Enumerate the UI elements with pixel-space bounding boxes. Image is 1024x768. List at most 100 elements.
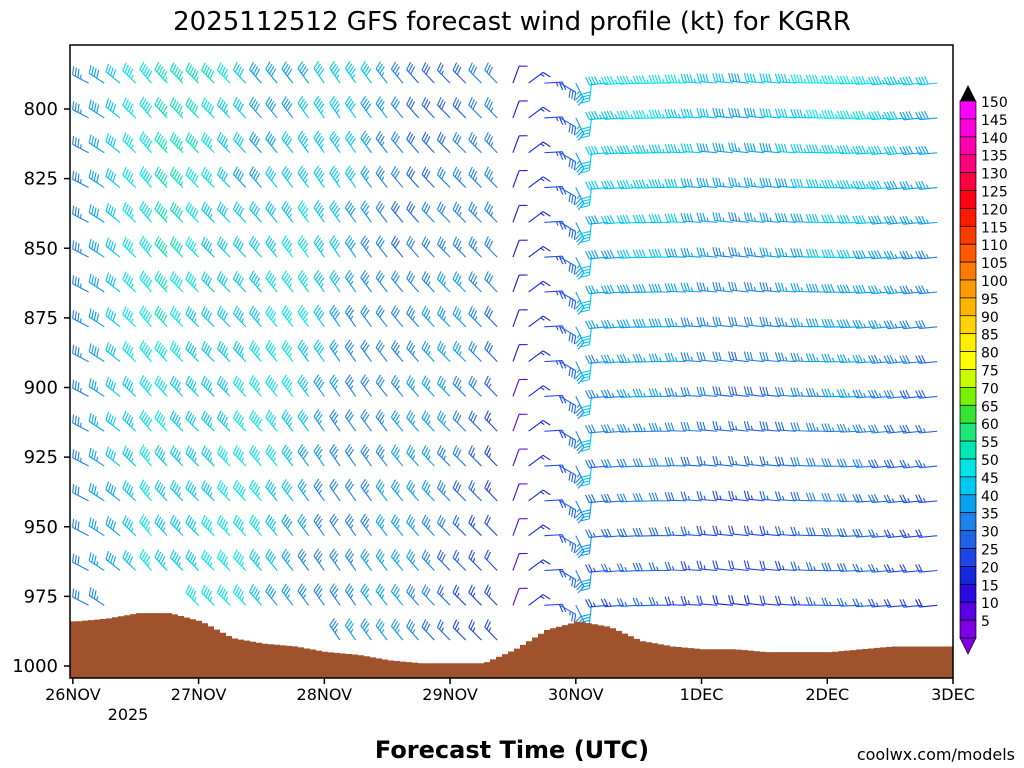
wind-barb: [759, 595, 781, 606]
wind-barb: [344, 583, 357, 606]
wind-barb: [452, 236, 467, 258]
wind-barb: [313, 339, 325, 362]
wind-barb: [915, 145, 938, 156]
colorbar-label: 35: [981, 507, 999, 523]
wind-barb: [774, 560, 796, 572]
colorbar-swatch: [959, 243, 977, 263]
wind-barb: [216, 410, 231, 432]
wind-barb: [468, 410, 482, 432]
wind-barb: [232, 444, 247, 467]
wind-barb: [759, 247, 781, 258]
colorbar-swatch: [959, 297, 977, 317]
wind-barb: [281, 235, 294, 258]
wind-barb: [528, 489, 551, 502]
wind-barb: [297, 374, 310, 397]
wind-barb: [632, 75, 655, 85]
wind-barb: [790, 387, 812, 397]
wind-barb: [915, 285, 938, 295]
wind-barb: [185, 201, 199, 223]
wind-barb: [360, 200, 372, 223]
wind-barb: [139, 340, 153, 362]
wind-barb: [421, 62, 435, 84]
wind-barb: [468, 445, 482, 467]
y-tick-label: 925: [24, 447, 58, 468]
wind-barb: [728, 525, 749, 537]
wind-barb: [743, 246, 765, 258]
wind-barb: [72, 275, 89, 293]
wind-barb: [436, 97, 451, 119]
wind-barb: [201, 480, 215, 502]
wind-barb: [375, 548, 388, 571]
wind-barb: [648, 388, 671, 397]
wind-barb: [664, 283, 686, 293]
wind-barb: [297, 95, 310, 119]
wind-barb: [790, 596, 812, 606]
wind-barb: [648, 283, 671, 293]
wind-barb: [544, 534, 567, 543]
wind-barb: [836, 354, 859, 364]
wind-barb: [406, 340, 420, 362]
colorbar-bottom-arrow: [959, 637, 977, 655]
colorbar-swatch: [959, 601, 977, 621]
wind-barb: [452, 584, 467, 606]
wind-barb: [232, 584, 247, 606]
wind-barb: [528, 559, 551, 571]
wind-barb: [436, 514, 451, 537]
wind-barb: [759, 73, 781, 84]
wind-barb: [468, 375, 482, 397]
wind-barb: [574, 152, 585, 176]
wind-barb: [712, 247, 734, 258]
colorbar-label: 105: [981, 256, 1008, 272]
wind-barb: [72, 309, 89, 328]
wind-barb: [790, 352, 812, 363]
wind-barb: [436, 375, 451, 397]
wind-barb: [375, 200, 388, 223]
wind-barb: [468, 480, 482, 502]
wind-barb: [297, 235, 310, 258]
wind-barb: [484, 97, 498, 119]
wind-barb: [436, 62, 451, 84]
wind-barb: [88, 273, 105, 293]
wind-barb: [436, 340, 451, 362]
wind-barb: [696, 386, 718, 397]
wind-barb: [774, 456, 796, 467]
x-axis: 26NOV 27NOV 28NOV 29NOV 30NOV 1DEC 2DEC 3DEC: [45, 678, 975, 704]
wind-barb: [790, 457, 812, 467]
wind-barb: [581, 500, 593, 522]
wind-barb: [759, 351, 781, 363]
wind-barb: [774, 421, 796, 432]
colorbar-swatch: [959, 387, 977, 406]
colorbar-label: 30: [981, 525, 999, 541]
x-tick-label: 3DEC: [931, 685, 975, 704]
wind-barb: [88, 378, 105, 397]
wind-barb: [581, 83, 593, 104]
wind-barb: [375, 513, 388, 537]
colorbar-label: 60: [981, 417, 999, 433]
wind-barb: [72, 518, 89, 537]
wind-barb: [559, 535, 577, 554]
wind-barb: [452, 549, 467, 571]
wind-barb: [600, 493, 623, 503]
wind-barb: [512, 274, 528, 293]
wind-barb: [484, 236, 498, 258]
wind-barb: [512, 344, 528, 362]
wind-barb: [774, 386, 796, 397]
y-tick-label: 950: [24, 517, 58, 538]
colorbar-label: 95: [981, 292, 999, 308]
wind-barb: [600, 354, 623, 364]
wind-barb: [712, 490, 734, 502]
wind-barb: [249, 305, 262, 328]
wind-barb: [452, 62, 467, 84]
wind-barb: [265, 96, 278, 119]
wind-barb: [759, 177, 781, 189]
wind-barb: [201, 584, 215, 606]
wind-barb: [728, 351, 749, 363]
wind-barb: [436, 305, 451, 328]
wind-barb: [680, 247, 702, 258]
wind-barb: [680, 143, 702, 154]
wind-barb: [169, 236, 184, 258]
wind-barb: [105, 516, 121, 537]
wind-barb: [790, 178, 812, 189]
wind-barb: [406, 549, 420, 571]
